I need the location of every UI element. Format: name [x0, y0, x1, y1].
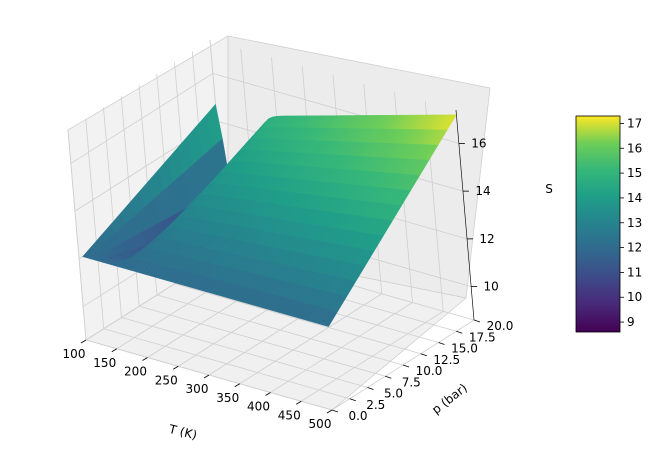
y-tick-label: 12.5: [433, 353, 460, 367]
y-tick-label: 20.0: [487, 319, 514, 333]
colorbar-tick-label: 13: [627, 216, 642, 230]
y-tick: [331, 409, 339, 413]
y-tick: [349, 398, 356, 402]
y-gridline: [138, 84, 404, 366]
x-tick-label: 400: [247, 400, 270, 414]
x-tick: [326, 409, 333, 414]
z-axis-line: [455, 109, 475, 321]
x-tick: [173, 365, 179, 370]
y-tick-label: 10.0: [416, 364, 443, 378]
y-axis-label: p (bar): [429, 381, 470, 417]
y-tick-label: 7.5: [402, 375, 421, 389]
x-tick-label: 100: [63, 347, 86, 361]
z-tick-label: 14: [475, 184, 490, 198]
x-tick-label: 450: [278, 408, 301, 422]
y-tick-label: 17.5: [469, 330, 496, 344]
z-tick-label: 16: [471, 136, 486, 150]
y-tick-label: 15.0: [451, 342, 478, 356]
y-gridline: [156, 73, 421, 355]
x-tick-label: 250: [155, 373, 178, 387]
y-gridline: [103, 107, 368, 388]
y-axis: 0.02.55.07.510.012.515.017.520.0: [331, 319, 514, 423]
y-gridline: [85, 118, 350, 400]
colorbar-tick-label: 9: [627, 315, 635, 329]
y-tick-label: 5.0: [384, 387, 403, 401]
y-tick-label: 2.5: [366, 398, 385, 412]
x-tick: [265, 392, 271, 396]
y-tick-label: 0.0: [348, 409, 367, 423]
colorbar-tick-label: 17: [627, 116, 642, 130]
colorbar-tick-label: 10: [627, 290, 642, 304]
colorbar-tick-label: 14: [627, 191, 642, 205]
x-tick: [296, 400, 302, 405]
colorbar-ticks: 9 10 11 12 13 14 15 16 17: [620, 116, 642, 329]
z-axis-label: S: [545, 182, 553, 196]
y-tick: [438, 342, 445, 345]
x-tick: [142, 357, 148, 361]
x-tick: [111, 348, 117, 353]
x-tick-label: 150: [93, 356, 116, 370]
colorbar-tick-label: 15: [627, 166, 642, 180]
y-tick: [473, 319, 481, 323]
x-tick-label: 200: [124, 365, 147, 379]
z-axis: 10 12 14 16: [455, 109, 499, 321]
surface-patch: [324, 310, 339, 327]
x-tick-label: 350: [216, 391, 239, 405]
y-tick: [402, 364, 410, 368]
x-axis: 100 150 200 250 300 350 400 450 500: [63, 339, 333, 431]
x-tick: [234, 383, 240, 388]
z-tick-label: 12: [479, 232, 494, 246]
z-tick-label: 10: [483, 280, 498, 294]
x-axis-label: T (K): [167, 422, 199, 443]
colorbar: 9 10 11 12 13 14 15 16 17: [575, 115, 642, 333]
colorbar-tick-label: 11: [627, 265, 642, 279]
x-tick: [203, 374, 210, 379]
x-tick-label: 500: [309, 417, 332, 431]
y-gridline: [120, 96, 386, 377]
colorbar-tick-label: 12: [627, 241, 642, 255]
x-tick: [80, 339, 87, 344]
colorbar-gradient: [575, 115, 621, 333]
x-tick-label: 300: [186, 382, 209, 396]
surface-mesh: [82, 103, 457, 327]
y-tick: [385, 375, 392, 379]
colorbar-tick-label: 16: [627, 141, 642, 155]
y-tick: [420, 353, 427, 357]
y-tick: [367, 387, 374, 390]
y-tick: [456, 330, 463, 334]
